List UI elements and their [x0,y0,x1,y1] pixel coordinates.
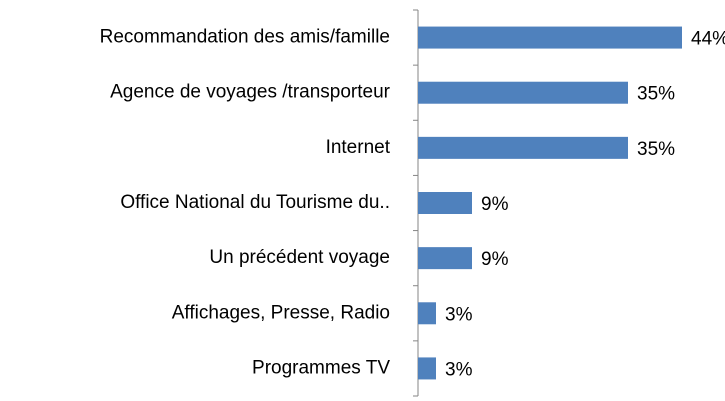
value-label: 35% [637,139,675,160]
category-label: Un précédent voyage [209,247,390,268]
bar [418,302,436,325]
category-label: Programmes TV [252,357,390,378]
value-label: 3% [445,304,473,325]
bar [418,192,472,214]
bar [418,247,472,270]
category-label: Agence de voyages /transporteur [110,82,391,103]
value-label: 9% [481,194,509,215]
value-label: 9% [481,249,509,270]
category-label: Recommandation des amis/famille [100,27,390,48]
bar [418,81,628,104]
bar [418,26,682,49]
value-label: 3% [445,359,473,380]
category-label: Affichages, Presse, Radio [172,302,390,323]
category-label: Internet [326,137,391,158]
bar [418,357,436,380]
value-label: 35% [637,84,675,105]
bar [418,136,628,159]
category-label: Office National du Tourisme du.. [120,192,390,213]
value-label: 44% [691,29,725,50]
